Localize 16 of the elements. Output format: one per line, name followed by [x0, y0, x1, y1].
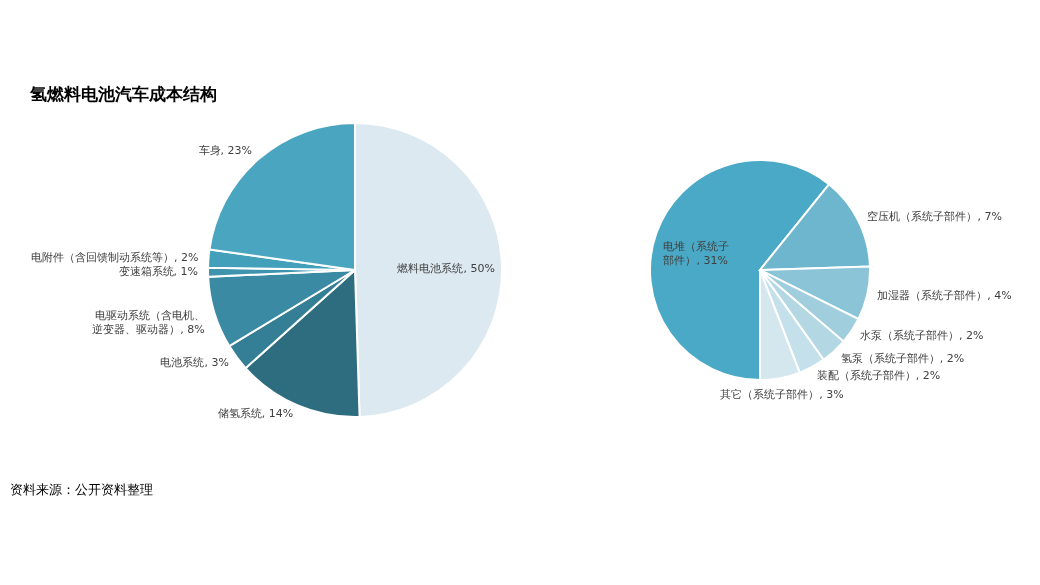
slice-label: 水泵（系统子部件）, 2% — [860, 329, 984, 343]
text: 资料来源：公开资料整理 — [10, 482, 153, 497]
chart-title: 氢燃料电池汽车成本结构 — [29, 84, 217, 104]
slice-label: 加湿器（系统子部件）, 4% — [877, 288, 1012, 302]
slice-label: 其它（系统子部件）, 3% — [720, 387, 844, 401]
slice-label: 燃料电池系统, 50% — [397, 261, 495, 275]
slice-label: 储氢系统, 14% — [217, 407, 294, 421]
slice-label: 装配（系统子部件）, 2% — [816, 368, 941, 382]
slice-label: 电附件（含回馈制动系统等）, 2% — [31, 250, 199, 264]
slice-label: 电堆（系统子部件）, 31% — [662, 240, 729, 268]
slice-label: 电池系统, 3% — [160, 356, 229, 370]
slice-label: 电驱动系统（含电机、逆变器、驱动器）, 8% — [92, 308, 205, 336]
slice-label: 变速箱系统, 1% — [118, 265, 199, 279]
slice-label: 空压机（系统子部件）, 7% — [867, 209, 1002, 223]
slice-label: 氢泵（系统子部件）, 2% — [840, 351, 965, 365]
slice-label: 车身, 23% — [198, 144, 253, 158]
